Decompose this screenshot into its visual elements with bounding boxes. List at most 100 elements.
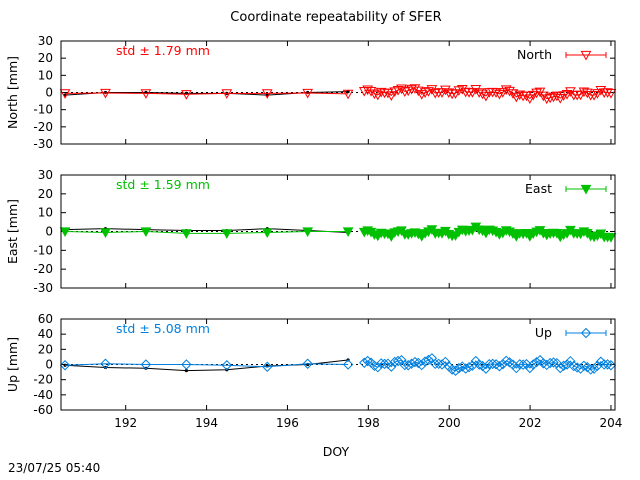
- y-tick-label: -40: [33, 388, 53, 402]
- daily-repeat-point: [140, 227, 152, 238]
- y-tick-label: -20: [33, 120, 53, 134]
- subdaily-point: [386, 361, 397, 372]
- subdaily-point: [551, 91, 563, 102]
- x-tick-label: 202: [519, 416, 542, 430]
- y-tick-label: 0: [45, 358, 53, 372]
- y-tick-label: -20: [33, 262, 53, 276]
- subdaily-point: [528, 359, 539, 370]
- chart-title: Coordinate repeatability of SFER: [230, 10, 441, 25]
- daily-repeat-point: [261, 228, 273, 238]
- daily-repeat-point: [261, 89, 273, 99]
- x-tick-label: 192: [114, 416, 137, 430]
- subdaily-point: [602, 359, 613, 370]
- daily-repeat-point: [100, 228, 111, 238]
- std-annotation: std ± 1.59 mm: [116, 177, 210, 192]
- subdaily-point: [473, 359, 485, 370]
- subdaily-point: [456, 85, 468, 95]
- subdaily-point: [514, 90, 526, 101]
- subdaily-point: [450, 365, 461, 376]
- subdaily-point: [359, 357, 370, 368]
- daily-repeat-line: [65, 92, 349, 95]
- plot-frame: [60, 318, 616, 411]
- y-axis-label: North [mm]: [5, 56, 20, 129]
- subdaily-point: [605, 89, 617, 99]
- subdaily-point: [598, 359, 610, 370]
- plot-frame: [60, 174, 616, 289]
- x-tick-label: 204: [600, 416, 623, 430]
- subdaily-point: [504, 86, 515, 97]
- legend-marker: [580, 50, 592, 61]
- daily-repeat-point: [140, 89, 152, 99]
- subdaily-point: [595, 86, 607, 96]
- daily-repeat-point: [181, 90, 192, 100]
- subdaily-point: [379, 358, 390, 370]
- subdaily-point: [524, 362, 536, 374]
- daily-repeat-point: [302, 358, 313, 369]
- daily-solution-point: [103, 365, 108, 370]
- subdaily-point: [558, 360, 569, 371]
- daily-solution-point: [306, 90, 310, 95]
- subdaily-point: [494, 361, 505, 372]
- subdaily-point: [467, 88, 478, 98]
- plot-frame: [60, 40, 616, 145]
- subdaily-point: [568, 360, 579, 372]
- subdaily-point: [524, 94, 536, 104]
- y-tick-label: 20: [38, 51, 53, 65]
- panel-east: -30 -20 -10 0 10 20 30 East [mm] std ± 1.59 mm Ea…: [5, 168, 617, 295]
- subdaily-point: [392, 355, 404, 367]
- daily-solution-line: [65, 359, 349, 372]
- subdaily-point: [511, 362, 522, 374]
- subdaily-point: [548, 357, 559, 368]
- legend-label: East: [525, 181, 552, 196]
- daily-repeat-point: [59, 89, 71, 99]
- daily-repeat-point: [302, 88, 314, 99]
- subdaily-point: [555, 362, 566, 374]
- daily-repeat-point: [181, 359, 192, 370]
- daily-repeat-point: [181, 229, 192, 239]
- subdaily-point: [588, 363, 600, 374]
- subdaily-point: [531, 356, 542, 368]
- subdaily-point: [578, 360, 590, 372]
- std-annotation: std ± 1.79 mm: [116, 43, 210, 58]
- subdaily-point: [487, 358, 498, 370]
- subdaily-point: [409, 84, 421, 94]
- subdaily-point: [403, 360, 414, 371]
- subdaily-point: [585, 364, 596, 375]
- subdaily-point: [369, 89, 380, 100]
- daily-repeat-point: [342, 89, 354, 100]
- subdaily-point: [406, 84, 417, 95]
- subdaily-point: [429, 88, 441, 99]
- subdaily-point: [490, 88, 502, 98]
- daily-repeat-point: [59, 360, 71, 371]
- y-tick-label: -60: [33, 403, 53, 417]
- subdaily-point: [443, 88, 455, 98]
- daily-repeat-point: [302, 227, 314, 238]
- subdaily-point: [430, 358, 441, 370]
- y-tick-label: -10: [33, 103, 53, 117]
- timestamp: 23/07/25 05:40: [8, 461, 101, 475]
- y-tick-label: 0: [45, 225, 53, 239]
- subdaily-point: [605, 360, 617, 371]
- panel-north: -30 -20 -10 0 10 20 30 North [mm] std ± 1.79 mm N…: [5, 34, 617, 151]
- daily-repeat-line: [65, 230, 349, 234]
- subdaily-point: [409, 356, 421, 368]
- y-axis-label: Up [mm]: [5, 337, 20, 392]
- y-tick-label: 20: [38, 187, 53, 201]
- y-tick-label: 30: [38, 34, 53, 48]
- y-tick-label: 60: [38, 312, 53, 326]
- subdaily-point: [375, 358, 387, 369]
- subdaily-point: [396, 84, 407, 95]
- legend-marker: [580, 327, 592, 339]
- y-tick-label: 10: [38, 206, 53, 220]
- daily-repeat-point: [342, 227, 354, 238]
- y-tick-label: 30: [38, 168, 53, 182]
- x-tick-label: 198: [357, 416, 380, 430]
- subdaily-point: [565, 355, 576, 367]
- subdaily-point: [375, 87, 387, 98]
- subdaily-point: [385, 91, 397, 101]
- subdaily-point: [548, 92, 559, 103]
- subdaily-point: [480, 363, 492, 374]
- daily-repeat-point: [221, 229, 233, 239]
